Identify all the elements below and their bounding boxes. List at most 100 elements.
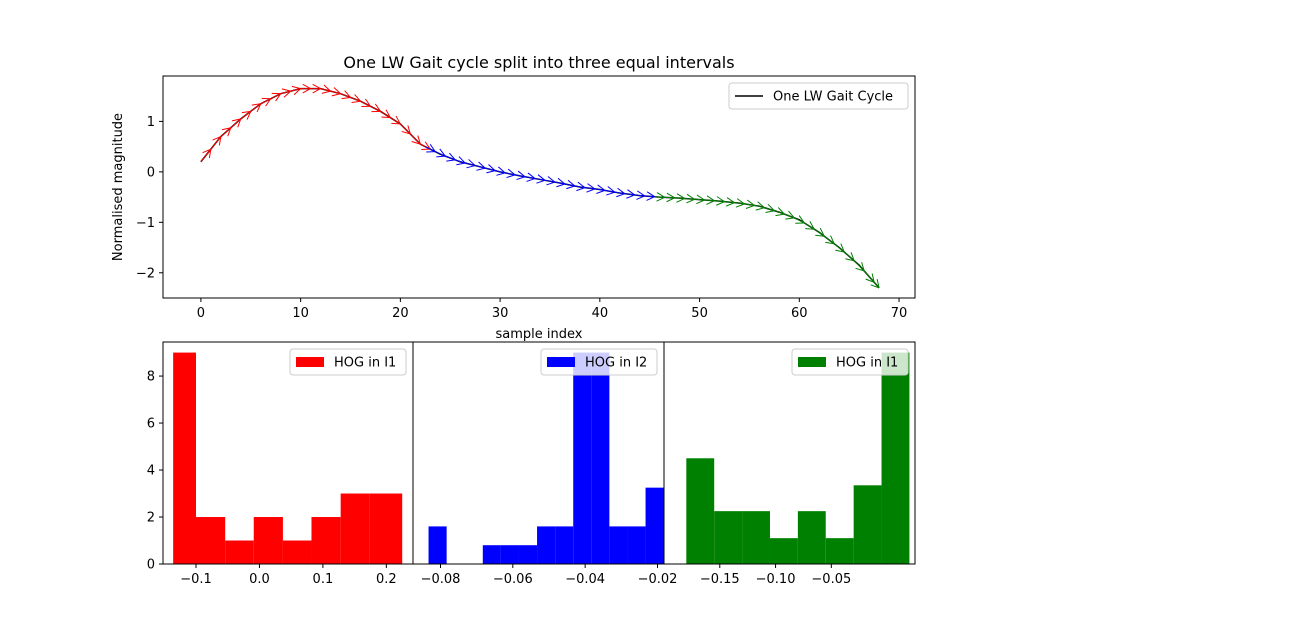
direction-arrow-head [526, 178, 536, 182]
legend-swatch [547, 357, 575, 367]
direction-arrow-shaft [200, 148, 212, 163]
direction-arrow-shaft [340, 93, 351, 98]
direction-arrow-shaft [360, 100, 371, 107]
direction-arrow-head [212, 136, 222, 141]
direction-arrow-head [777, 207, 785, 215]
direction-arrow-head [507, 168, 516, 176]
x-tick-label: 60 [791, 306, 808, 321]
direction-arrow-head [606, 191, 615, 196]
direction-arrow-head [312, 88, 321, 94]
direction-arrow-head [486, 170, 496, 174]
direction-arrow-shaft [774, 210, 785, 215]
legend: HOG in I2 [540, 348, 658, 376]
direction-arrow-head [676, 193, 685, 199]
direction-arrow-head [696, 194, 705, 201]
x-tick-label: 30 [492, 306, 509, 321]
direction-arrow-head [865, 278, 875, 283]
direction-arrow-shaft [370, 105, 381, 112]
direction-arrow-head [736, 198, 745, 205]
x-tick-label: −0.04 [565, 572, 605, 587]
direction-arrow-shaft [863, 270, 875, 283]
direction-arrow-shaft [794, 217, 805, 224]
histogram-bar [518, 545, 538, 564]
direction-arrow-head [231, 118, 241, 122]
x-tick-label: 20 [392, 306, 409, 321]
direction-arrow-head [716, 201, 725, 206]
histogram-interval-2: −0.08 −0.06 −0.04 −0.02 HOG in I2 [412, 341, 677, 587]
direction-arrow-head [746, 199, 755, 206]
direction-arrow-head [496, 172, 506, 176]
direction-arrow-head [218, 136, 222, 146]
direction-arrow-head [407, 125, 411, 135]
direction-arrow-head [646, 196, 655, 201]
direction-arrow-shaft [624, 193, 635, 196]
direction-arrow-shaft [475, 165, 486, 169]
direction-arrow-shaft [614, 191, 625, 195]
histogram-bar [173, 352, 196, 564]
direction-arrow-head [586, 188, 596, 193]
direction-arrow-head [686, 198, 695, 204]
direction-arrow-head [246, 111, 252, 120]
direction-arrow-head [706, 200, 715, 205]
direction-arrow-shaft [290, 88, 301, 92]
direction-arrow-head [546, 181, 556, 186]
direction-arrow-shaft [654, 196, 665, 198]
histogram-bar [686, 458, 715, 564]
direction-arrow-shaft [514, 174, 526, 178]
direction-arrow-head [321, 90, 331, 94]
histogram-bar [742, 511, 770, 564]
line-plot-axes: 0 10 20 30 40 50 60 70 −2 −1 0 1 One LW Gait Cycle [136, 75, 916, 321]
direction-arrow-head [706, 195, 715, 202]
direction-arrow-shaft [524, 176, 536, 180]
histogram-bar [881, 352, 910, 564]
direction-arrow-head [726, 197, 735, 204]
direction-arrow-head [785, 217, 795, 220]
x-tick-label: 0.2 [376, 572, 397, 587]
series-line [200, 87, 880, 289]
histogram-bar [797, 511, 826, 564]
direction-arrow-shaft [853, 260, 865, 272]
direction-arrow-head [458, 156, 466, 164]
direction-arrow-head [557, 177, 566, 185]
direction-arrow-head [374, 103, 381, 112]
direction-arrow-shaft [674, 197, 685, 199]
legend: HOG in I1 [289, 348, 407, 376]
direction-arrow-head [646, 191, 655, 198]
direction-arrow-shaft [804, 222, 815, 230]
direction-arrow-shaft [495, 170, 506, 174]
direction-arrow-head [637, 190, 646, 197]
direction-arrow-shaft [330, 90, 341, 95]
legend-box [540, 348, 658, 376]
direction-arrow-shaft [833, 243, 845, 253]
direction-arrow-head [676, 198, 685, 203]
direction-arrow-head [227, 127, 232, 137]
direction-arrow-head [597, 184, 606, 191]
direction-arrow-head [805, 228, 815, 230]
y-tick-label: 1 [147, 115, 155, 130]
direction-arrow-head [468, 159, 476, 166]
direction-arrow-head [656, 192, 665, 198]
y-tick-label: 6 [147, 417, 155, 432]
direction-arrow-shaft [544, 179, 556, 183]
direction-arrow-head [302, 83, 311, 90]
direction-arrow-head [265, 98, 272, 107]
direction-arrow-head [876, 279, 880, 289]
direction-arrow-head [429, 143, 436, 152]
histogram-bar [340, 493, 370, 564]
legend-label: One LW Gait Cycle [773, 90, 893, 105]
histogram-bar [482, 545, 501, 564]
direction-arrow-head [716, 196, 725, 203]
direction-arrow-head [506, 174, 516, 179]
direction-arrow-head [448, 152, 456, 161]
direction-arrow-head [527, 172, 536, 179]
direction-arrow-shaft [554, 181, 566, 185]
direction-arrow-head [323, 84, 331, 92]
direction-arrow-head [757, 201, 765, 209]
direction-arrow-shaft [574, 185, 585, 189]
direction-arrow-head [302, 88, 311, 94]
legend-swatch [296, 357, 324, 367]
direction-arrow-head [567, 179, 576, 187]
direction-arrow-shaft [584, 187, 595, 190]
direction-arrow-shaft [250, 103, 262, 112]
direction-arrow-head [556, 183, 566, 188]
